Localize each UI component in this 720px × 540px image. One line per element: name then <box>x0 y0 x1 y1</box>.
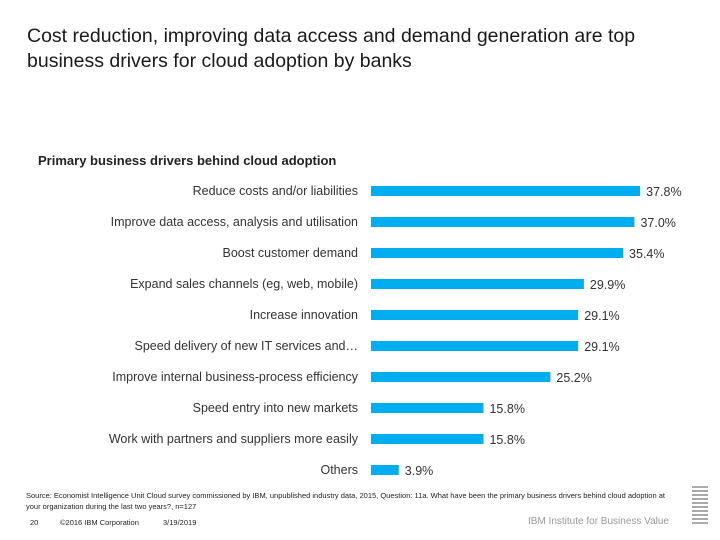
category-label: Improve internal business-process effici… <box>112 370 358 384</box>
data-label: 29.1% <box>584 340 619 354</box>
bar <box>371 248 624 258</box>
chart-title: Primary business drivers behind cloud ad… <box>38 153 337 168</box>
bar <box>371 310 579 320</box>
bar <box>371 403 484 413</box>
ibm-logo <box>692 486 708 526</box>
category-label: Speed entry into new markets <box>193 401 358 415</box>
slide-title: Cost reduction, improving data access an… <box>27 25 636 72</box>
date: 3/19/2019 <box>163 518 197 527</box>
page-number: 20 <box>30 518 39 527</box>
brand-text: IBM Institute for Business Value <box>528 516 669 527</box>
bar <box>371 186 641 196</box>
bar <box>371 279 584 289</box>
bar <box>371 341 579 351</box>
data-label: 37.8% <box>646 185 681 199</box>
category-label: Work with partners and suppliers more ea… <box>109 432 359 446</box>
bar <box>371 465 399 475</box>
bar <box>371 217 635 227</box>
bar-chart: Reduce costs and/or liabilities 37.8% Impr… <box>109 184 682 478</box>
copyright: ©2016 IBM Corporation <box>60 518 139 527</box>
category-label: Increase innovation <box>250 308 358 322</box>
category-label: Speed delivery of new IT services and… <box>135 339 359 353</box>
bar <box>371 372 551 382</box>
data-label: 29.1% <box>584 309 619 323</box>
category-label: Improve data access, analysis and utilis… <box>111 215 358 229</box>
data-label: 15.8% <box>489 433 524 447</box>
data-label: 35.4% <box>629 247 664 261</box>
category-label: Reduce costs and/or liabilities <box>193 184 358 198</box>
data-label: 3.9% <box>405 464 434 478</box>
data-label: 25.2% <box>556 371 591 385</box>
category-label: Boost customer demand <box>223 246 359 260</box>
bar <box>371 434 484 444</box>
data-label: 15.8% <box>489 402 524 416</box>
category-label: Others <box>320 463 358 477</box>
category-label: Expand sales channels (eg, web, mobile) <box>130 277 358 291</box>
data-label: 37.0% <box>640 216 675 230</box>
source-note: Source: Economist Intelligence Unit Clou… <box>26 491 665 511</box>
data-label: 29.9% <box>590 278 625 292</box>
